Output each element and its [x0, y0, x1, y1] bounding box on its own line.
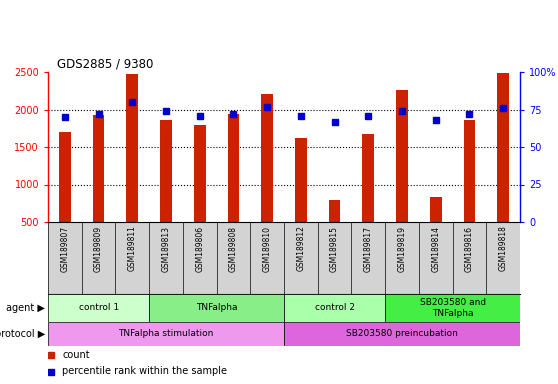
- Text: GSM189818: GSM189818: [499, 226, 508, 271]
- Text: GSM189816: GSM189816: [465, 226, 474, 271]
- Text: protocol ▶: protocol ▶: [0, 329, 45, 339]
- Bar: [284, 294, 385, 322]
- Bar: [93, 115, 104, 222]
- Bar: [396, 90, 408, 222]
- Bar: [284, 322, 520, 346]
- Text: SB203580 and
TNFalpha: SB203580 and TNFalpha: [420, 298, 485, 318]
- Text: GSM189806: GSM189806: [195, 226, 204, 272]
- Text: GSM189808: GSM189808: [229, 226, 238, 271]
- Bar: [228, 114, 239, 222]
- Text: GSM189819: GSM189819: [397, 226, 406, 271]
- Text: GSM189815: GSM189815: [330, 226, 339, 271]
- Bar: [261, 94, 273, 222]
- Text: GDS2885 / 9380: GDS2885 / 9380: [57, 58, 154, 71]
- Bar: [497, 73, 509, 222]
- Text: GSM189809: GSM189809: [94, 226, 103, 272]
- Bar: [385, 294, 520, 322]
- Bar: [329, 200, 340, 222]
- Text: GSM189810: GSM189810: [263, 226, 272, 271]
- Text: agent ▶: agent ▶: [6, 303, 45, 313]
- Bar: [126, 74, 138, 222]
- Text: GSM189814: GSM189814: [431, 226, 440, 271]
- Bar: [149, 294, 284, 322]
- Text: GSM189812: GSM189812: [296, 226, 305, 271]
- Bar: [295, 137, 307, 222]
- Text: GSM189807: GSM189807: [60, 226, 69, 272]
- Text: control 2: control 2: [315, 303, 354, 313]
- Text: count: count: [62, 349, 90, 359]
- Bar: [194, 125, 205, 222]
- Text: percentile rank within the sample: percentile rank within the sample: [62, 366, 227, 376]
- Text: GSM189813: GSM189813: [161, 226, 171, 271]
- Bar: [59, 132, 71, 222]
- Text: SB203580 preincubation: SB203580 preincubation: [346, 329, 458, 339]
- Text: TNFalpha: TNFalpha: [196, 303, 237, 313]
- Text: control 1: control 1: [79, 303, 119, 313]
- Bar: [48, 294, 149, 322]
- Bar: [48, 322, 284, 346]
- Bar: [464, 120, 475, 222]
- Bar: [160, 120, 172, 222]
- Text: GSM189817: GSM189817: [364, 226, 373, 271]
- Bar: [362, 134, 374, 222]
- Bar: [430, 197, 441, 222]
- Text: GSM189811: GSM189811: [128, 226, 137, 271]
- Text: TNFalpha stimulation: TNFalpha stimulation: [118, 329, 214, 339]
